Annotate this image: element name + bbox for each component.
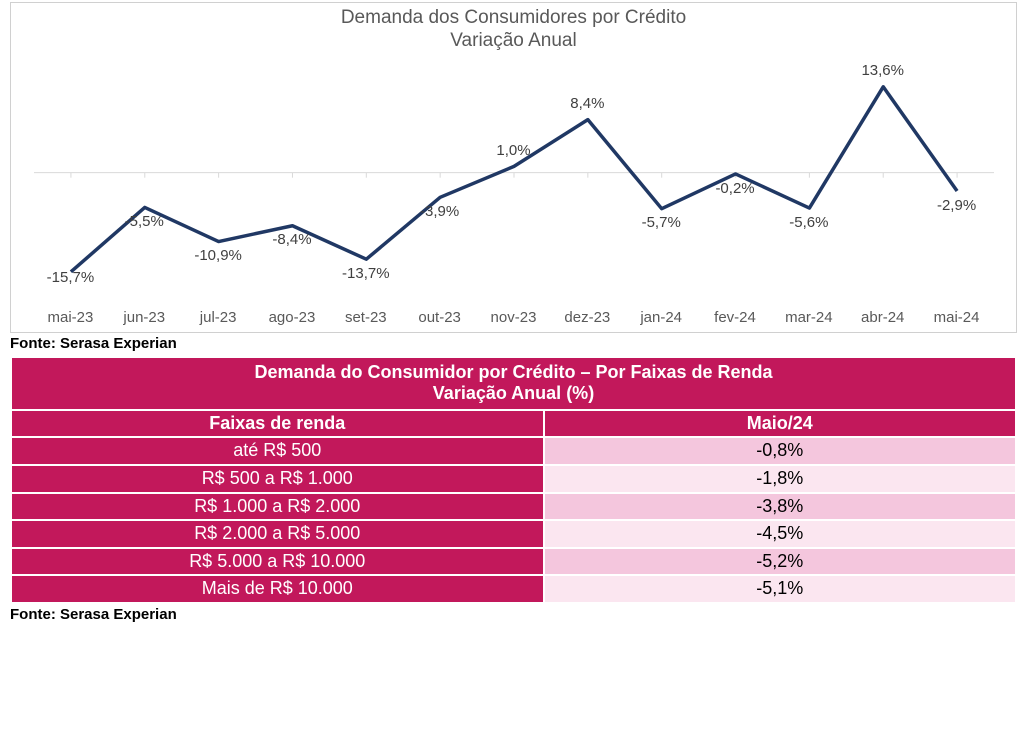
x-axis-label: fev-24 — [698, 299, 772, 326]
table-row: R$ 5.000 a R$ 10.000-5,2% — [12, 549, 1015, 575]
row-label: R$ 2.000 a R$ 5.000 — [12, 521, 543, 547]
table-row: R$ 1.000 a R$ 2.000-3,8% — [12, 494, 1015, 520]
x-axis-label: mar-24 — [772, 299, 846, 326]
chart-title: Demanda dos Consumidores por Crédito Var… — [11, 7, 1016, 53]
data-label: -15,7% — [47, 269, 95, 286]
data-label: -2,9% — [937, 197, 976, 214]
data-label: -5,5% — [125, 213, 164, 230]
line-chart: Demanda dos Consumidores por Crédito Var… — [10, 2, 1017, 333]
row-label: R$ 1.000 a R$ 2.000 — [12, 494, 543, 520]
row-value: -5,2% — [545, 549, 1015, 575]
chart-source: Fonte: Serasa Experian — [10, 335, 1017, 352]
data-label: 13,6% — [861, 62, 904, 79]
data-label: 1,0% — [496, 142, 530, 159]
x-axis-label: set-23 — [329, 299, 403, 326]
table-body: até R$ 500-0,8%R$ 500 a R$ 1.000-1,8%R$ … — [12, 438, 1015, 602]
data-label: -5,6% — [789, 214, 828, 231]
row-label: R$ 500 a R$ 1.000 — [12, 466, 543, 492]
table-title-line1: Demanda do Consumidor por Crédito – Por … — [254, 362, 772, 382]
x-axis-label: mai-23 — [34, 299, 108, 326]
table-row: R$ 500 a R$ 1.000-1,8% — [12, 466, 1015, 492]
table-row: R$ 2.000 a R$ 5.000-4,5% — [12, 521, 1015, 547]
table-header-col1: Faixas de renda — [12, 411, 543, 437]
x-axis-label: mai-24 — [920, 299, 994, 326]
x-axis-labels: mai-23jun-23jul-23ago-23set-23out-23nov-… — [34, 299, 994, 326]
x-axis-label: out-23 — [403, 299, 477, 326]
data-label: -5,7% — [642, 214, 681, 231]
data-label: -13,7% — [342, 265, 390, 282]
data-label: -3,9% — [420, 203, 459, 220]
row-label: R$ 5.000 a R$ 10.000 — [12, 549, 543, 575]
data-label: -10,9% — [194, 247, 242, 264]
chart-svg — [34, 59, 994, 299]
x-axis-label: ago-23 — [255, 299, 329, 326]
row-label: até R$ 500 — [12, 438, 543, 464]
plot-area: -15,7% -5,5% -10,9% -8,4% -13,7% -3,9% 1,0% 8,4… — [34, 59, 994, 299]
row-value: -5,1% — [545, 576, 1015, 602]
income-table: Demanda do Consumidor por Crédito – Por … — [10, 356, 1017, 604]
x-axis-label: nov-23 — [477, 299, 551, 326]
row-value: -3,8% — [545, 494, 1015, 520]
table-header-col2: Maio/24 — [545, 411, 1015, 437]
data-label: 8,4% — [570, 95, 604, 112]
row-label: Mais de R$ 10.000 — [12, 576, 543, 602]
data-label: -0,2% — [715, 180, 754, 197]
chart-title-line2: Variação Anual — [450, 30, 576, 51]
table-row: até R$ 500-0,8% — [12, 438, 1015, 464]
data-label: -8,4% — [272, 231, 311, 248]
table-source: Fonte: Serasa Experian — [10, 606, 1017, 623]
table-title-line2: Variação Anual (%) — [433, 383, 594, 403]
table-row: Mais de R$ 10.000-5,1% — [12, 576, 1015, 602]
row-value: -0,8% — [545, 438, 1015, 464]
row-value: -4,5% — [545, 521, 1015, 547]
table-header-row: Faixas de renda Maio/24 — [12, 411, 1015, 437]
chart-title-line1: Demanda dos Consumidores por Crédito — [341, 7, 686, 28]
x-axis-label: jul-23 — [181, 299, 255, 326]
table-title-row: Demanda do Consumidor por Crédito – Por … — [12, 358, 1015, 409]
table-title-cell: Demanda do Consumidor por Crédito – Por … — [12, 358, 1015, 409]
x-axis-label: jun-23 — [107, 299, 181, 326]
x-axis-label: jan-24 — [624, 299, 698, 326]
x-axis-label: abr-24 — [846, 299, 920, 326]
row-value: -1,8% — [545, 466, 1015, 492]
x-axis-label: dez-23 — [550, 299, 624, 326]
